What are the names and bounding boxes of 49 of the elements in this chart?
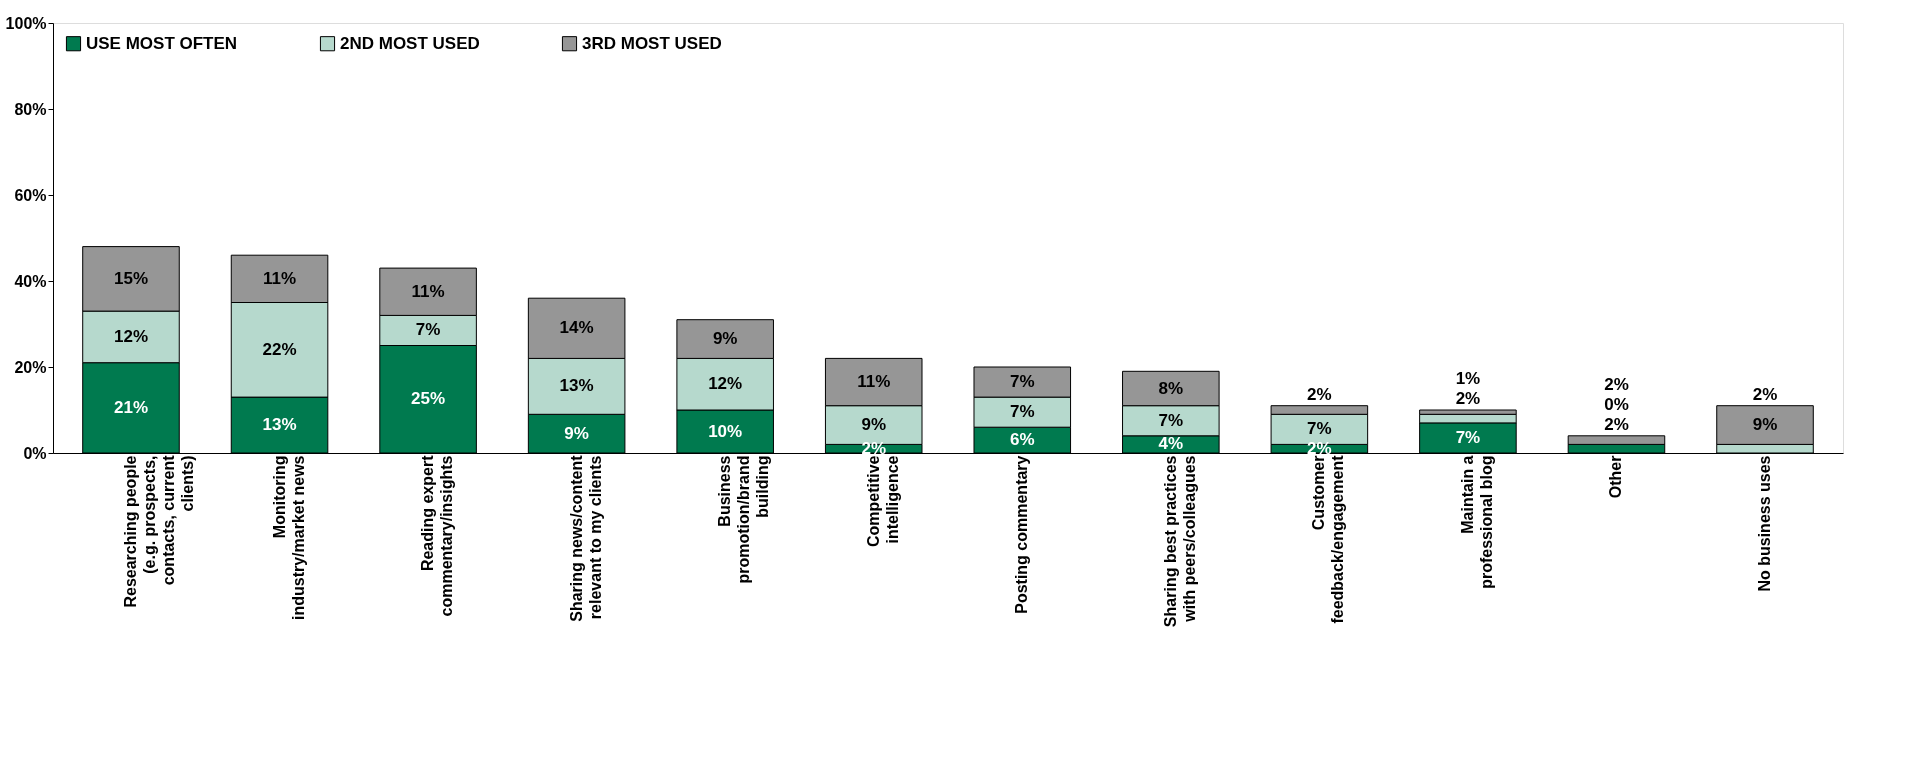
data-label: 9% [564, 423, 589, 443]
y-tick-label: 100% [5, 14, 47, 32]
data-label: 10% [708, 421, 743, 441]
x-tick-label: Researching people (e.g. prospects, contacts, current clients) [121, 454, 196, 608]
y-tick-label: 20% [14, 358, 47, 376]
x-tick-label: Sharing best practices with peers/colleagues [1161, 455, 1198, 628]
y-tick-label: 80% [14, 100, 47, 118]
data-label: 7% [1455, 427, 1481, 447]
legend-label: USE MOST OFTEN [86, 33, 238, 53]
data-label: 7% [1307, 419, 1332, 439]
data-label: 4% [1158, 434, 1184, 454]
data-label: 11% [262, 268, 297, 288]
data-label: 7% [1158, 410, 1184, 430]
data-label: 9% [1752, 415, 1778, 435]
data-label: 1% [1455, 369, 1481, 389]
x-tick-label: No business uses [1756, 455, 1774, 592]
y-tick-label: 0% [23, 444, 47, 462]
data-label: 9% [861, 415, 887, 435]
data-label: 0% [1604, 394, 1629, 414]
data-label: 7% [415, 320, 441, 340]
data-label: 8% [1158, 378, 1184, 398]
data-label: 2% [1307, 384, 1332, 404]
data-label: 7% [1009, 372, 1035, 392]
y-tick-label: 60% [14, 186, 47, 204]
data-label: 11% [411, 281, 445, 301]
data-label: 14% [559, 318, 594, 338]
data-label: 13% [559, 376, 594, 396]
data-label: 2% [1752, 384, 1778, 404]
data-label: 2% [1455, 388, 1481, 408]
data-label: 11% [857, 372, 891, 392]
data-label: 15% [113, 268, 148, 288]
data-label: 7% [1009, 402, 1035, 422]
data-label: 21% [113, 397, 148, 417]
data-label: 9% [712, 329, 738, 349]
data-label: 12% [708, 374, 743, 394]
data-label: 2% [1604, 375, 1629, 395]
x-tick-label: Posting commentary [1013, 455, 1031, 614]
x-tick-label: Competitive intelligence [864, 455, 901, 548]
data-label: 25% [411, 389, 446, 409]
x-tick-label: Other [1607, 455, 1625, 499]
data-label: 22% [262, 339, 297, 359]
data-label: 13% [262, 415, 297, 435]
data-label: 12% [113, 326, 148, 346]
data-label: 6% [1009, 430, 1035, 450]
legend-label: 2ND MOST USED [340, 33, 480, 53]
x-tick-label: Business promotion/brand building [716, 455, 772, 584]
data-label: 2% [1604, 414, 1629, 434]
y-tick-label: 40% [14, 272, 47, 290]
legend-label: 3RD MOST USED [582, 33, 722, 53]
